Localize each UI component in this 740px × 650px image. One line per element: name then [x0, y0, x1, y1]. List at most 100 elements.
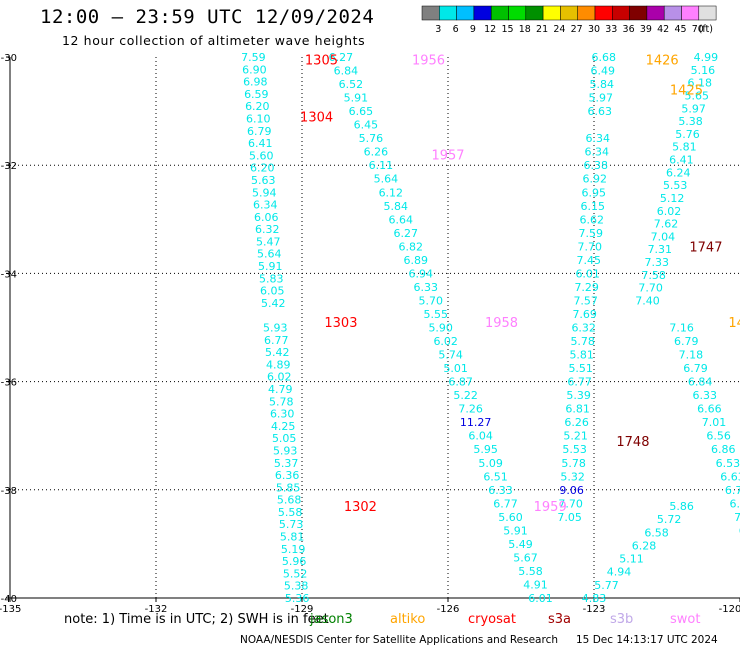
- pass-number-label: 1747: [689, 240, 722, 255]
- wave-height-value: 6.81: [565, 403, 590, 416]
- wave-height-value: 5.93: [273, 444, 298, 457]
- colorbar-swatch: [698, 5, 717, 21]
- wave-height-value: 5.67: [513, 551, 538, 564]
- colorbar-tick-label: 45: [674, 24, 686, 35]
- wave-height-value: 6.34: [253, 199, 278, 212]
- wave-height-value: 5.63: [251, 174, 276, 187]
- wave-height-value: 5.22: [453, 389, 478, 402]
- pass-number-label: 1748: [616, 435, 649, 450]
- wave-height-value: 5.81: [672, 141, 697, 154]
- wave-height-value: 5.91: [258, 260, 283, 273]
- wave-height-value: 5.38: [284, 580, 309, 593]
- wave-height-value: 6.18: [688, 77, 713, 90]
- pass-number-label: 1956: [412, 54, 445, 69]
- pass-number-label: 1424: [728, 316, 740, 331]
- wave-height-value: 5.51: [568, 362, 593, 375]
- wave-height-value: 5.65: [684, 89, 709, 102]
- pass-number-label: 1305: [305, 54, 338, 69]
- pass-number-label: 1959: [534, 500, 567, 515]
- wave-height-value: 6.26: [364, 146, 389, 159]
- wave-height-value: 7.33: [645, 256, 670, 269]
- wave-height-value: 5.58: [518, 565, 543, 578]
- wave-height-value: 4.91: [523, 578, 548, 591]
- colorbar-tick-label: 9: [470, 24, 476, 35]
- wave-height-value: 5.94: [252, 186, 277, 199]
- wave-height-value: 6.32: [571, 322, 596, 335]
- wave-height-value: 5.81: [569, 349, 594, 362]
- wave-height-value: 7.26: [458, 403, 483, 416]
- wave-height-value: 6.05: [260, 285, 285, 298]
- colorbar-tick-label: 18: [519, 24, 531, 35]
- wave-height-value: 7.70: [577, 240, 602, 253]
- wave-height-value: 11.27: [460, 416, 492, 429]
- wave-height-value: 6.79: [247, 125, 272, 138]
- satellite-legend-cryosat: cryosat: [468, 612, 516, 627]
- wave-height-value: 5.84: [589, 78, 614, 91]
- wave-height-value: 6.66: [697, 403, 722, 416]
- wave-height-value: 6.10: [246, 112, 271, 125]
- wave-height-value: 5.64: [257, 248, 282, 261]
- wave-height-value: 6.58: [644, 526, 669, 539]
- satellite-legend-s3b: s3b: [610, 612, 634, 627]
- wave-height-value: 5.38: [678, 115, 703, 128]
- wave-height-value: 6.34: [584, 146, 609, 159]
- wave-height-value: 5.97: [588, 92, 613, 105]
- wave-height-value: 6.95: [581, 186, 606, 199]
- wave-height-value: 6.90: [242, 63, 267, 76]
- x-tick-label: -129: [291, 604, 314, 615]
- wave-height-value: 6.12: [379, 186, 404, 199]
- credit-text: NOAA/NESDIS Center for Satellite Applica…: [240, 634, 558, 646]
- satellite-legend-altiko: altiko: [390, 612, 426, 627]
- wave-height-value: 5.19: [281, 543, 306, 556]
- wave-height-value: 6.79: [683, 362, 708, 375]
- wave-height-map: -135 -132 -129 -126 -123 -120 -30 -32 -34 -36 -38 -…: [0, 51, 740, 615]
- wave-height-value: 7.29: [574, 281, 599, 294]
- wave-height-value: 5.39: [566, 389, 591, 402]
- wave-height-value: 6.63: [587, 105, 612, 118]
- wave-height-value: 5.52: [283, 567, 308, 580]
- wave-height-value: 6.36: [275, 469, 300, 482]
- wave-height-value: 5.86: [669, 500, 694, 513]
- wave-height-value: 6.12: [739, 524, 740, 537]
- satellite-legend-swot: swot: [670, 612, 701, 627]
- wave-height-value: 5.91: [503, 524, 528, 537]
- wave-height-value: 6.63: [720, 470, 740, 483]
- wave-height-value: 4.25: [271, 420, 296, 433]
- pass-number-label: 1958: [485, 316, 518, 331]
- wave-height-value: 6.33: [413, 281, 438, 294]
- wave-height-value: 5.47: [256, 235, 281, 248]
- wave-height-value: 6.77: [493, 497, 518, 510]
- wave-height-value: 4.83: [582, 592, 607, 605]
- wave-height-value: 7.40: [635, 294, 660, 307]
- wave-height-value: 5.81: [280, 531, 305, 544]
- chart-subtitle: 12 hour collection of altimeter wave hei…: [62, 33, 366, 48]
- wave-height-value: 6.64: [389, 213, 414, 226]
- wave-height-value: 5.76: [675, 128, 700, 141]
- wave-height-value: 6.86: [711, 443, 736, 456]
- wave-height-value: 6.45: [354, 119, 379, 132]
- wave-height-value: 6.87: [448, 376, 473, 389]
- wave-height-value: 5.96: [282, 555, 307, 568]
- wave-height-value: 7.01: [702, 416, 727, 429]
- x-tick-label: -120: [719, 604, 740, 615]
- wave-height-value: 6.53: [716, 457, 740, 470]
- wave-height-value: 6.34: [585, 132, 610, 145]
- wave-height-value: 5.58: [278, 506, 303, 519]
- wave-height-value: 6.62: [579, 213, 604, 226]
- wave-height-value: 5.49: [508, 538, 533, 551]
- wave-height-value: 6.82: [399, 240, 424, 253]
- wave-height-value: 5.73: [279, 518, 304, 531]
- y-tick-label: -32: [1, 161, 17, 172]
- wave-height-value: 5.74: [438, 349, 463, 362]
- colorbar-tick-label: 42: [657, 24, 669, 35]
- wave-height-value: 5.60: [498, 511, 523, 524]
- wave-height-value: 5.11: [619, 553, 644, 566]
- wave-height-value: 5.36: [285, 592, 310, 605]
- wave-height-value: 6.33: [488, 484, 513, 497]
- wave-height-value: 6.65: [349, 105, 374, 118]
- wave-height-value: 6.29: [729, 497, 740, 510]
- wave-height-value: 7.70: [638, 282, 663, 295]
- wave-height-value: 6.20: [250, 162, 275, 175]
- colorbar-tick-label: 12: [484, 24, 496, 35]
